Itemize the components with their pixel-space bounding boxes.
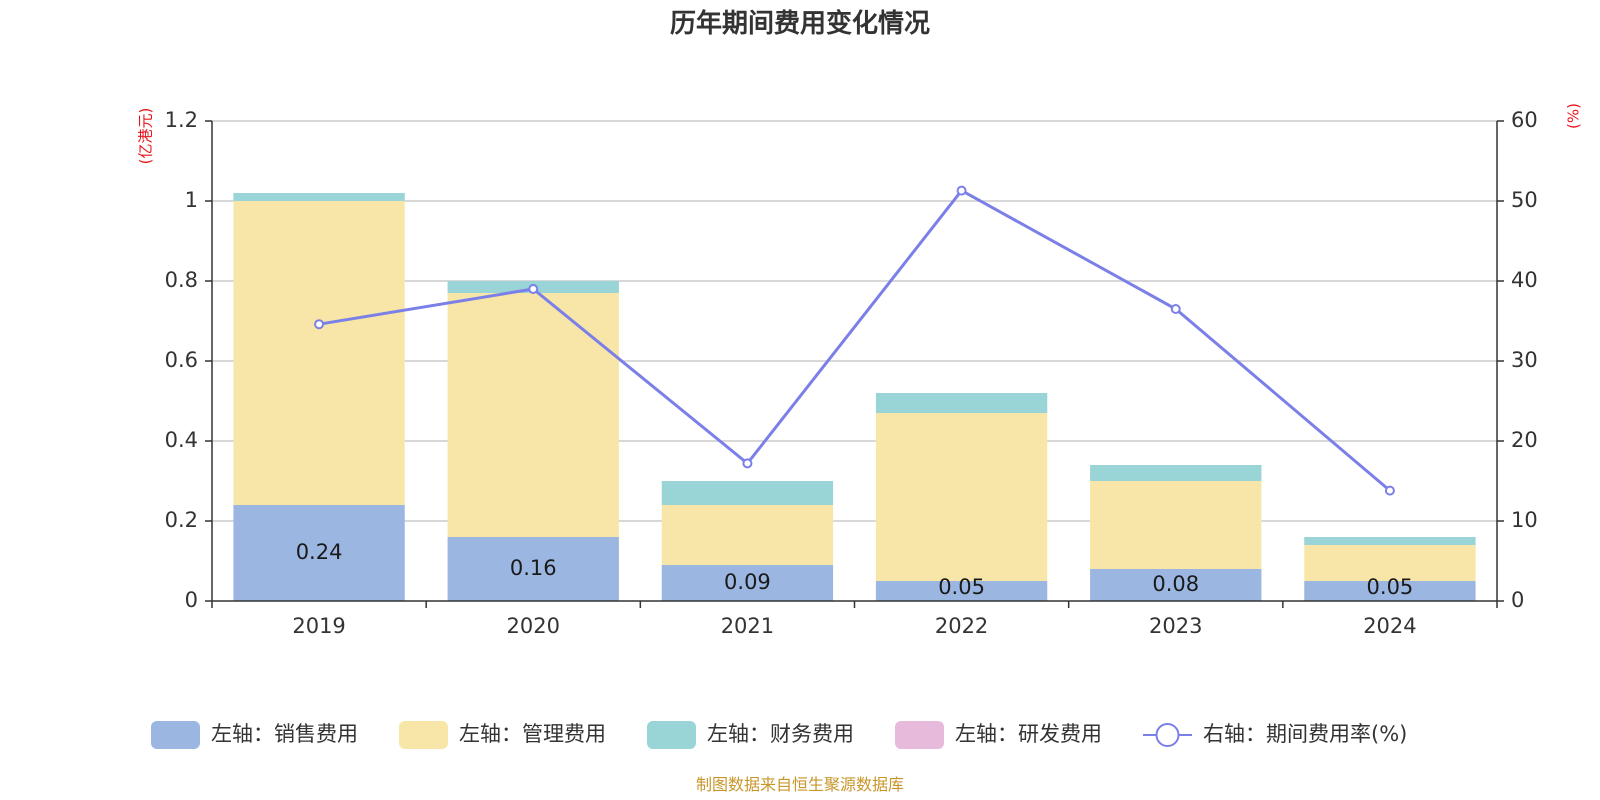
bar-segment — [1304, 545, 1476, 581]
bar-segment — [233, 201, 405, 505]
bar-value-label: 0.05 — [1367, 575, 1414, 599]
rate-point — [314, 319, 325, 330]
bar-segment — [1090, 569, 1262, 601]
rate-point — [956, 185, 967, 196]
bar-segment — [447, 293, 619, 537]
left-axis-tick-label: 0.6 — [165, 348, 198, 372]
rate-point — [528, 284, 539, 294]
right-axis-tick-label: 30 — [1511, 348, 1538, 372]
rate-line-path — [318, 188, 1391, 492]
legend-label: 右轴：期间费用率(%) — [1203, 722, 1407, 746]
x-axis-tick-label: 2023 — [1149, 614, 1202, 638]
legend-label: 左轴：财务费用 — [707, 722, 854, 746]
legend: 左轴：销售费用 左轴：管理费用 左轴：财务费用 左轴：研发费用 右轴：期间费用率(%) — [151, 721, 1407, 749]
legend-swatch — [399, 721, 448, 749]
bar-labels: 0.24 0.16 0.09 0.05 0.08 0.05 — [296, 540, 1414, 599]
bar-segment — [1304, 581, 1476, 601]
left-axis-tick-label: 0.4 — [165, 428, 198, 452]
axes: 0 0.2 0.4 0.6 0.8 1 1.2 0 10 20 30 40 50 60 2019 2020 20… — [165, 108, 1538, 638]
legend-marker — [1155, 723, 1180, 747]
rate-point — [742, 458, 753, 469]
rate-point — [1170, 304, 1181, 314]
legend-label: 左轴：销售费用 — [211, 722, 358, 746]
left-axis-tick-label: 0 — [185, 588, 198, 612]
bar-segment — [875, 413, 1048, 581]
bar-segment — [447, 537, 619, 601]
bar-value-label: 0.08 — [1152, 572, 1199, 596]
source-note: 制图数据来自恒生聚源数据库 — [696, 775, 904, 794]
right-axis-tick-label: 50 — [1511, 188, 1538, 212]
bar-value-label: 0.16 — [510, 556, 557, 580]
bar-value-label: 0.05 — [938, 575, 985, 599]
right-axis-tick-label: 10 — [1511, 508, 1538, 532]
legend-swatch — [151, 721, 200, 749]
x-axis-tick-label: 2019 — [292, 614, 345, 638]
bar-value-label: 0.09 — [724, 570, 771, 594]
bar-segment — [661, 481, 834, 505]
left-axis-tick-label: 0.2 — [165, 508, 198, 532]
bar-segment — [661, 505, 834, 565]
x-axis-tick-label: 2022 — [935, 614, 988, 638]
rate-line — [314, 185, 1395, 496]
bar-segment — [661, 565, 834, 601]
rate-point — [1384, 485, 1395, 496]
right-axis-tick-label: 0 — [1511, 588, 1524, 612]
legend-swatch — [895, 721, 944, 749]
bar-segment — [875, 393, 1048, 413]
bar-segment — [1304, 537, 1476, 545]
right-axis-tick-label: 60 — [1511, 108, 1538, 132]
x-axis-tick-label: 2020 — [507, 614, 560, 638]
x-axis-tick-label: 2021 — [721, 614, 774, 638]
gridlines — [212, 120, 1497, 522]
left-axis-unit: (亿港元) — [137, 108, 155, 165]
bar-segment — [875, 581, 1048, 601]
right-axis-tick-label: 40 — [1511, 268, 1538, 292]
x-axis-tick-label: 2024 — [1363, 614, 1416, 638]
bar-segment — [233, 505, 405, 601]
bar-segment — [1090, 481, 1262, 569]
left-axis-tick-label: 1 — [185, 188, 198, 212]
legend-label: 左轴：研发费用 — [955, 722, 1102, 746]
chart-title: 历年期间费用变化情况 — [670, 8, 930, 39]
legend-swatch — [647, 721, 696, 749]
bar-segment — [233, 193, 405, 201]
right-axis-tick-label: 20 — [1511, 428, 1538, 452]
right-axis-unit: (%) — [1565, 103, 1583, 129]
bar-segment — [1090, 465, 1262, 481]
bars — [233, 193, 1476, 601]
left-axis-tick-label: 1.2 — [165, 108, 198, 132]
legend-label: 左轴：管理费用 — [459, 722, 606, 746]
left-axis-tick-label: 0.8 — [165, 268, 198, 292]
bar-value-label: 0.24 — [296, 540, 343, 564]
